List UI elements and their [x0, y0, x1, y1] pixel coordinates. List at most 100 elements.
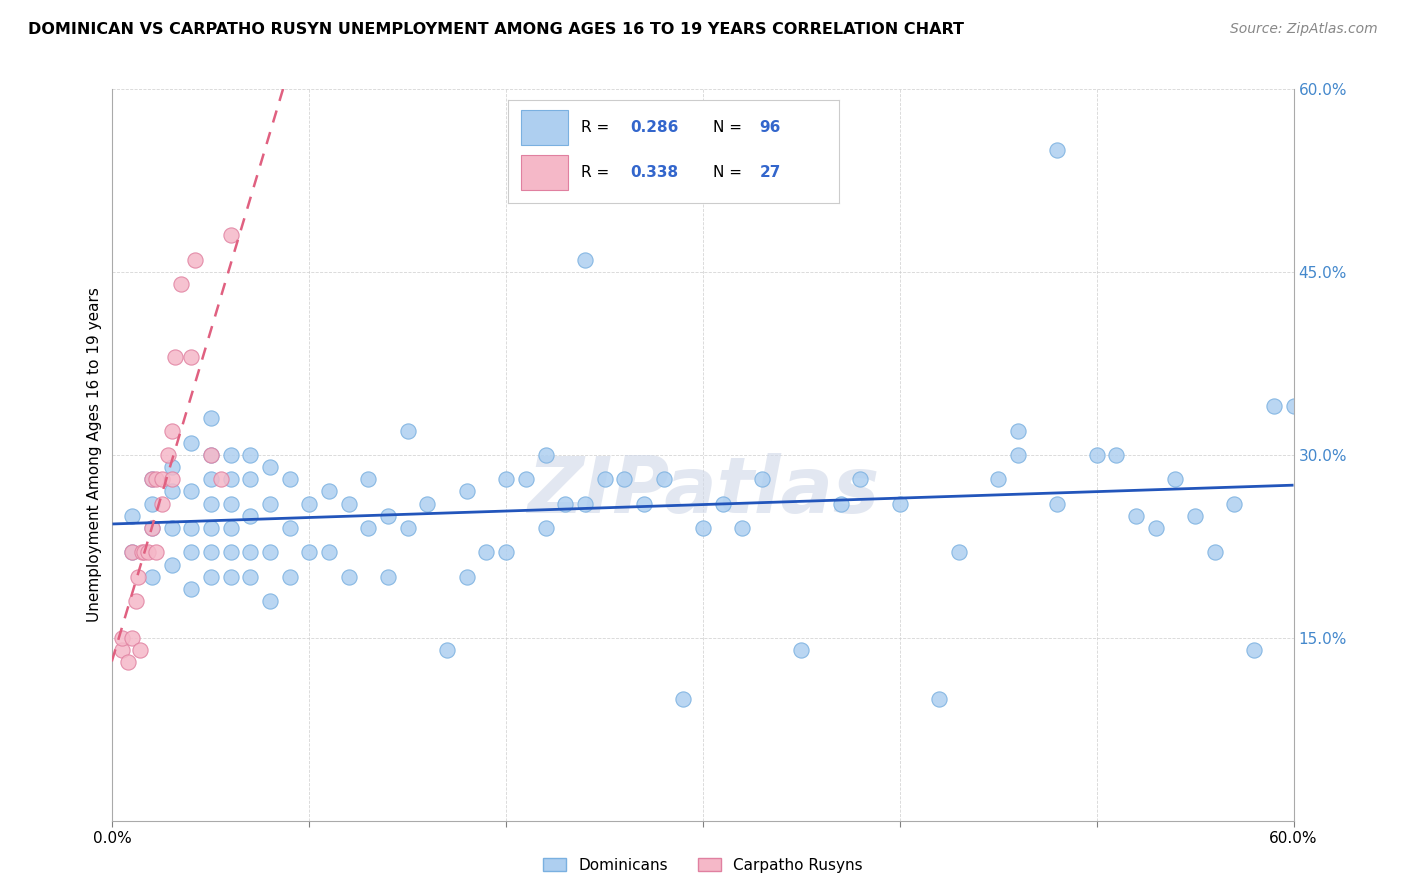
Point — [751, 472, 773, 486]
Point — [219, 570, 242, 584]
Legend: Dominicans, Carpatho Rusyns: Dominicans, Carpatho Rusyns — [537, 852, 869, 879]
Point — [1046, 143, 1069, 157]
Point — [239, 508, 262, 523]
Point — [180, 435, 202, 450]
Point — [200, 497, 222, 511]
Point — [987, 472, 1010, 486]
Point — [121, 508, 143, 523]
Point — [357, 472, 380, 486]
Point — [170, 277, 193, 292]
Point — [141, 570, 163, 584]
Point — [259, 460, 281, 475]
Point — [259, 545, 281, 559]
Point — [396, 521, 419, 535]
Point — [1125, 508, 1147, 523]
Point — [259, 497, 281, 511]
Point — [200, 411, 222, 425]
Point — [889, 497, 911, 511]
Point — [160, 521, 183, 535]
Point — [790, 643, 813, 657]
Point — [633, 497, 655, 511]
Point — [534, 448, 557, 462]
Point — [692, 521, 714, 535]
Point — [1046, 497, 1069, 511]
Point — [239, 472, 262, 486]
Point — [495, 545, 517, 559]
Point — [141, 472, 163, 486]
Point — [180, 545, 202, 559]
Point — [1007, 448, 1029, 462]
Point — [1184, 508, 1206, 523]
Point — [495, 472, 517, 486]
Point — [141, 521, 163, 535]
Point — [337, 570, 360, 584]
Point — [613, 472, 636, 486]
Point — [1243, 643, 1265, 657]
Point — [180, 521, 202, 535]
Point — [318, 484, 340, 499]
Point — [180, 351, 202, 365]
Point — [239, 448, 262, 462]
Point — [574, 252, 596, 267]
Point — [1164, 472, 1187, 486]
Point — [830, 497, 852, 511]
Point — [1282, 399, 1305, 413]
Point — [652, 472, 675, 486]
Point — [219, 472, 242, 486]
Text: ZIPatlas: ZIPatlas — [527, 453, 879, 530]
Point — [160, 484, 183, 499]
Point — [357, 521, 380, 535]
Point — [141, 497, 163, 511]
Point — [219, 448, 242, 462]
Point — [396, 424, 419, 438]
Point — [200, 521, 222, 535]
Point — [132, 545, 155, 559]
Point — [117, 655, 139, 669]
Point — [200, 545, 222, 559]
Point — [849, 472, 872, 486]
Point — [1223, 497, 1246, 511]
Point — [1105, 448, 1128, 462]
Point — [180, 484, 202, 499]
Point — [1007, 424, 1029, 438]
Point — [150, 472, 173, 486]
Point — [160, 558, 183, 572]
Point — [200, 448, 222, 462]
Point — [278, 521, 301, 535]
Text: Source: ZipAtlas.com: Source: ZipAtlas.com — [1230, 22, 1378, 37]
Point — [111, 631, 134, 645]
Point — [1204, 545, 1226, 559]
Point — [239, 545, 262, 559]
Y-axis label: Unemployment Among Ages 16 to 19 years: Unemployment Among Ages 16 to 19 years — [87, 287, 103, 623]
Point — [731, 521, 754, 535]
Point — [239, 570, 262, 584]
Point — [337, 497, 360, 511]
Point — [209, 472, 232, 486]
Point — [298, 497, 321, 511]
Point — [928, 691, 950, 706]
Point — [1085, 448, 1108, 462]
Point — [150, 497, 173, 511]
Point — [111, 643, 134, 657]
Point — [259, 594, 281, 608]
Point — [125, 594, 148, 608]
Point — [219, 521, 242, 535]
Point — [475, 545, 498, 559]
Point — [554, 497, 576, 511]
Point — [156, 448, 179, 462]
Point — [127, 570, 149, 584]
Point — [141, 472, 163, 486]
Point — [219, 497, 242, 511]
Point — [131, 545, 153, 559]
Point — [165, 351, 187, 365]
Point — [278, 472, 301, 486]
Point — [436, 643, 458, 657]
Point — [377, 570, 399, 584]
Point — [121, 631, 143, 645]
Point — [377, 508, 399, 523]
Point — [672, 691, 695, 706]
Point — [219, 545, 242, 559]
Point — [129, 643, 152, 657]
Point — [180, 582, 202, 596]
Point — [534, 521, 557, 535]
